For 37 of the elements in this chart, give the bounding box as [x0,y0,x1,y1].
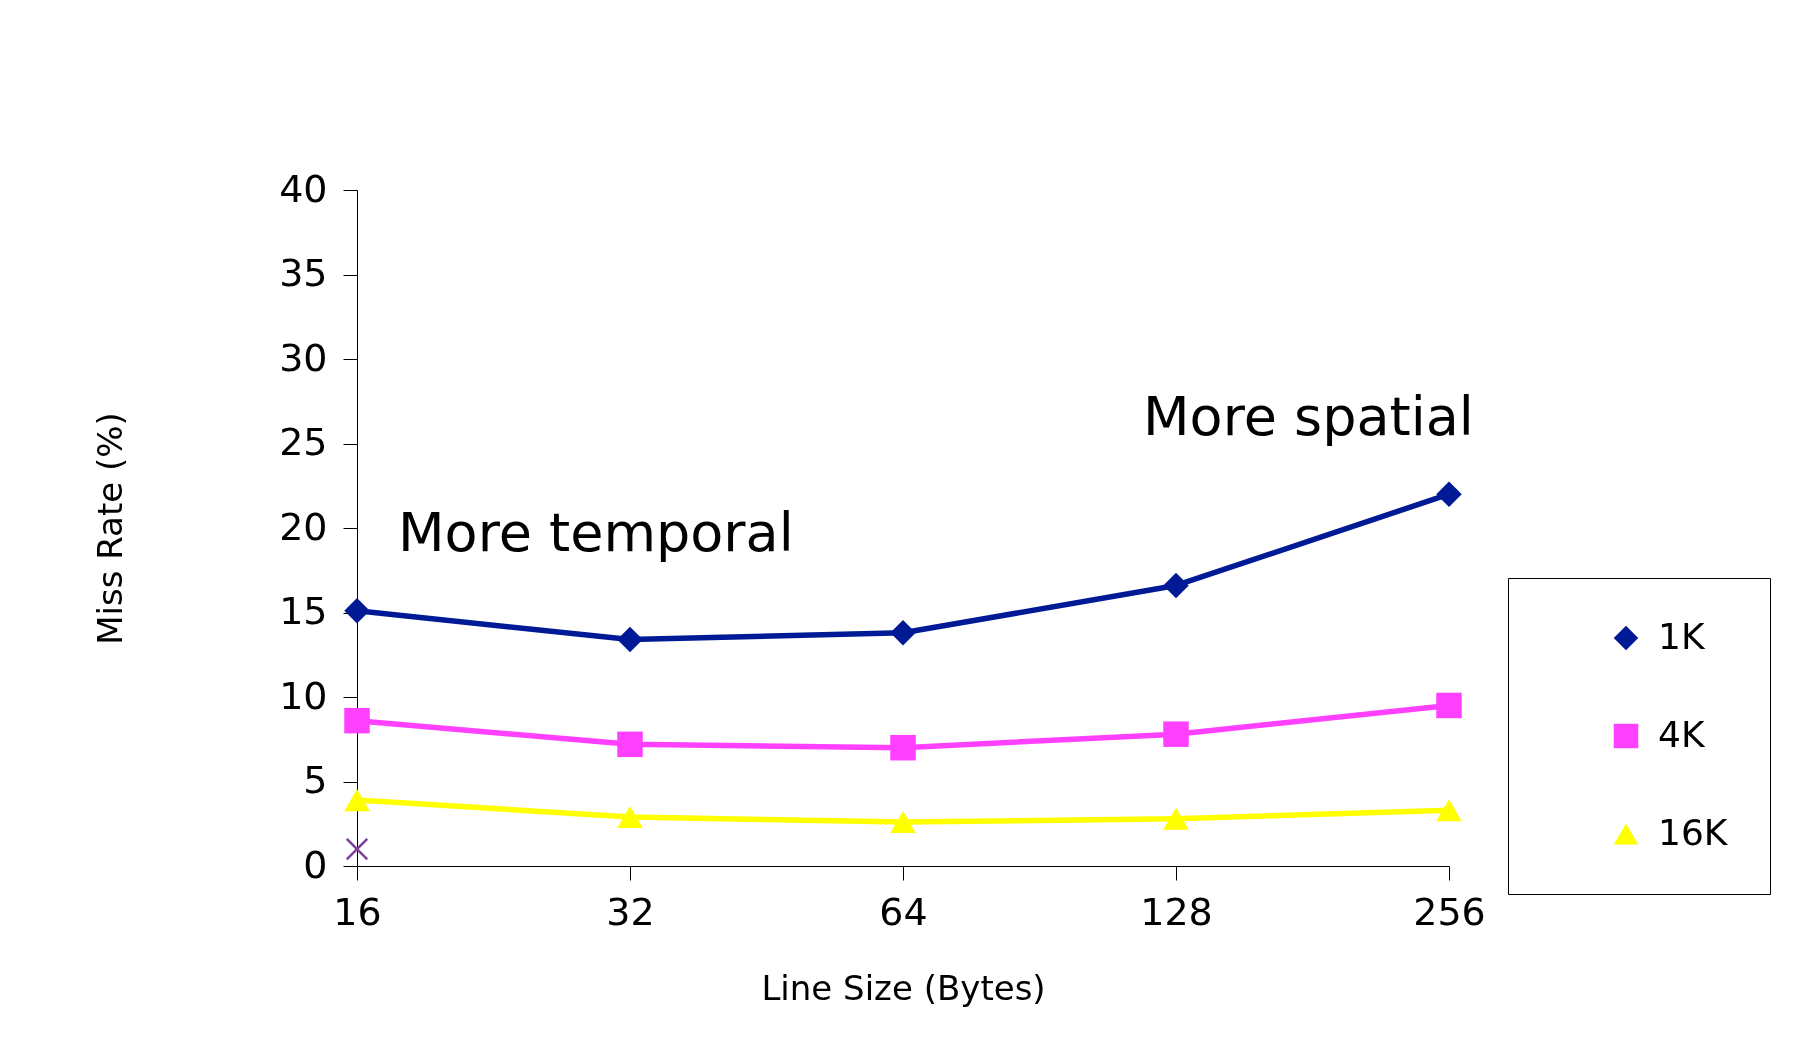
point [617,731,643,758]
x-tick-label: 128 [1140,889,1213,934]
y-tick-label: 15 [279,589,328,633]
legend-label: 4K [1658,714,1706,755]
y-axis-title: Miss Rate (%) [90,412,131,645]
point [890,734,916,761]
point [1163,572,1189,599]
point [344,598,370,624]
y-tick-label: 35 [279,251,328,295]
y-tick-label: 10 [279,673,328,718]
x-tick-label: 256 [1413,889,1486,934]
point [345,837,369,861]
y-tick-label: 0 [303,842,328,887]
point [1436,692,1462,719]
y-tick-label: 40 [279,166,328,211]
point [1436,799,1462,822]
point [617,626,643,653]
point [344,707,370,734]
point [344,789,370,812]
point [1163,807,1189,830]
y-tick-label: 5 [303,758,328,802]
y-tick-label: 25 [279,420,328,464]
point [890,620,916,646]
point [1436,481,1462,507]
x-tick-label: 16 [333,889,382,934]
y-tick-label: 30 [279,335,328,380]
annotation: More spatial [1143,385,1474,448]
legend-label: 1K [1658,616,1706,657]
x-axis-title: Line Size (Bytes) [761,967,1046,1008]
x-tick-label: 64 [879,889,928,934]
annotation: More temporal [398,501,794,564]
point [890,811,916,834]
point [1163,721,1189,747]
point [617,805,643,829]
x-tick-label: 32 [606,889,655,934]
legend-label: 16K [1658,812,1729,853]
y-tick-label: 20 [279,504,328,549]
